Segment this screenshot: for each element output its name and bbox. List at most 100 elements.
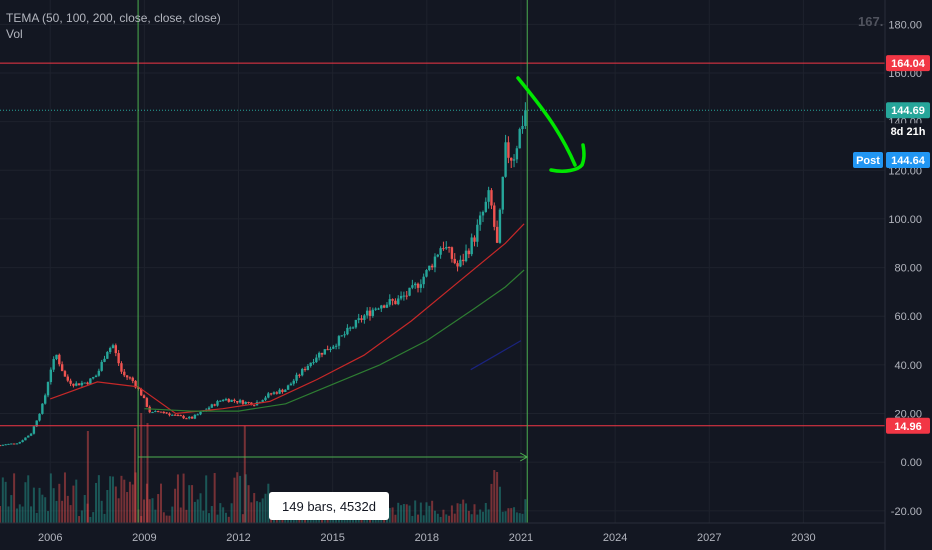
candle-body bbox=[154, 411, 157, 413]
candle-body bbox=[108, 348, 112, 353]
volume-bar bbox=[174, 488, 177, 523]
candle-body bbox=[134, 380, 137, 388]
time-axis[interactable]: 2006 2009 2012 2015 2018 2021 2024 2027 2030 bbox=[0, 522, 885, 544]
down-arrow-icon bbox=[516, 76, 577, 167]
volume-bar bbox=[227, 516, 230, 523]
candle-body bbox=[467, 250, 471, 255]
volume-bar bbox=[188, 485, 191, 523]
volume-bar bbox=[38, 487, 41, 523]
candle-body bbox=[428, 265, 431, 271]
candle-body bbox=[77, 383, 81, 386]
drawings[interactable] bbox=[0, 0, 885, 523]
volume-bar bbox=[24, 482, 27, 523]
time-axis-label: 2015 bbox=[320, 532, 344, 544]
volume-bar bbox=[193, 501, 196, 523]
volume-bar bbox=[216, 514, 219, 523]
volume-bar bbox=[95, 482, 98, 523]
volume-bar bbox=[100, 500, 103, 523]
candle-body bbox=[117, 353, 120, 364]
price-axis-label: 0.00 bbox=[901, 457, 922, 469]
candle-body bbox=[49, 369, 53, 383]
volume-bar bbox=[236, 472, 239, 523]
candle-body bbox=[219, 400, 222, 402]
candle-body bbox=[385, 304, 389, 308]
candle-body bbox=[510, 157, 513, 161]
candle-body bbox=[490, 190, 493, 206]
post-price-tag-bg bbox=[886, 152, 930, 168]
candle-body bbox=[382, 305, 386, 308]
candle-body bbox=[408, 287, 411, 296]
volume-bar bbox=[92, 512, 95, 523]
candle-body bbox=[162, 411, 166, 413]
candle-body bbox=[123, 371, 126, 376]
volume-bar bbox=[417, 514, 420, 523]
candle-body bbox=[264, 397, 267, 401]
candle-body bbox=[380, 305, 383, 309]
candle-body bbox=[247, 402, 250, 404]
candle-body bbox=[320, 352, 324, 355]
volume-bar bbox=[182, 473, 185, 523]
candle-body bbox=[292, 380, 295, 384]
volume-bar bbox=[253, 493, 256, 523]
candle-body bbox=[207, 407, 211, 410]
volume-bar bbox=[111, 476, 114, 523]
candle-body bbox=[173, 414, 177, 416]
candle-body bbox=[368, 310, 372, 316]
volume-bar bbox=[106, 489, 109, 523]
candle-body bbox=[493, 205, 496, 227]
candle-body bbox=[140, 388, 143, 396]
volume-bar bbox=[7, 506, 10, 523]
volume-bar bbox=[504, 511, 507, 523]
candle-body bbox=[24, 437, 27, 441]
candle-body bbox=[125, 375, 129, 378]
countdown-tag-bg bbox=[886, 123, 930, 140]
volume-bar bbox=[479, 509, 482, 523]
legend-volume[interactable]: Vol bbox=[6, 27, 23, 41]
price-axis-label: -20.00 bbox=[891, 506, 922, 518]
candle-body bbox=[298, 374, 301, 376]
candle-body bbox=[442, 248, 445, 250]
volume-bar bbox=[154, 509, 157, 523]
candle-body bbox=[227, 399, 230, 402]
volume-bar bbox=[120, 475, 123, 523]
candle-body bbox=[190, 416, 194, 419]
candle-body bbox=[1, 444, 5, 446]
volume-bar bbox=[521, 513, 524, 523]
candle-body bbox=[286, 385, 290, 390]
volume-bar bbox=[30, 506, 33, 523]
time-axis-label: 2018 bbox=[415, 532, 439, 544]
price-axis[interactable]: 180.00160.00140.00120.00100.0080.0060.00… bbox=[884, 0, 922, 550]
legend-indicator[interactable]: TEMA (50, 100, 200, close, close, close) bbox=[6, 11, 221, 25]
candle-body bbox=[142, 395, 146, 399]
volume-bar bbox=[75, 479, 78, 523]
candle-body bbox=[221, 400, 225, 402]
last-price-tag: 144.69 bbox=[886, 102, 930, 119]
candle-body bbox=[63, 371, 67, 377]
volume-bar bbox=[109, 476, 112, 523]
volume-bar bbox=[4, 481, 7, 523]
volume-bar bbox=[490, 483, 493, 523]
candle-body bbox=[80, 382, 84, 386]
volume-bar bbox=[414, 500, 417, 523]
price-axis-label: 100.00 bbox=[888, 214, 922, 226]
candle-body bbox=[487, 190, 490, 202]
volume-bar bbox=[131, 484, 134, 523]
time-axis-label: 2006 bbox=[38, 532, 62, 544]
candle-body bbox=[145, 398, 149, 407]
candle-body bbox=[58, 354, 61, 365]
volume-bar bbox=[456, 503, 459, 523]
volume-bar bbox=[388, 507, 391, 523]
candle-body bbox=[278, 389, 281, 394]
candle-body bbox=[422, 276, 425, 285]
candle-body bbox=[365, 310, 369, 316]
candle-body bbox=[351, 327, 355, 329]
volume-bar bbox=[425, 502, 428, 523]
volume-bar bbox=[470, 514, 473, 523]
candle-body bbox=[295, 374, 298, 381]
price-axis-label: 120.00 bbox=[888, 165, 922, 177]
volume-bar bbox=[487, 509, 490, 523]
post-label-tag: Post bbox=[853, 152, 883, 168]
candle-body bbox=[507, 142, 510, 158]
candle-body bbox=[343, 334, 346, 336]
